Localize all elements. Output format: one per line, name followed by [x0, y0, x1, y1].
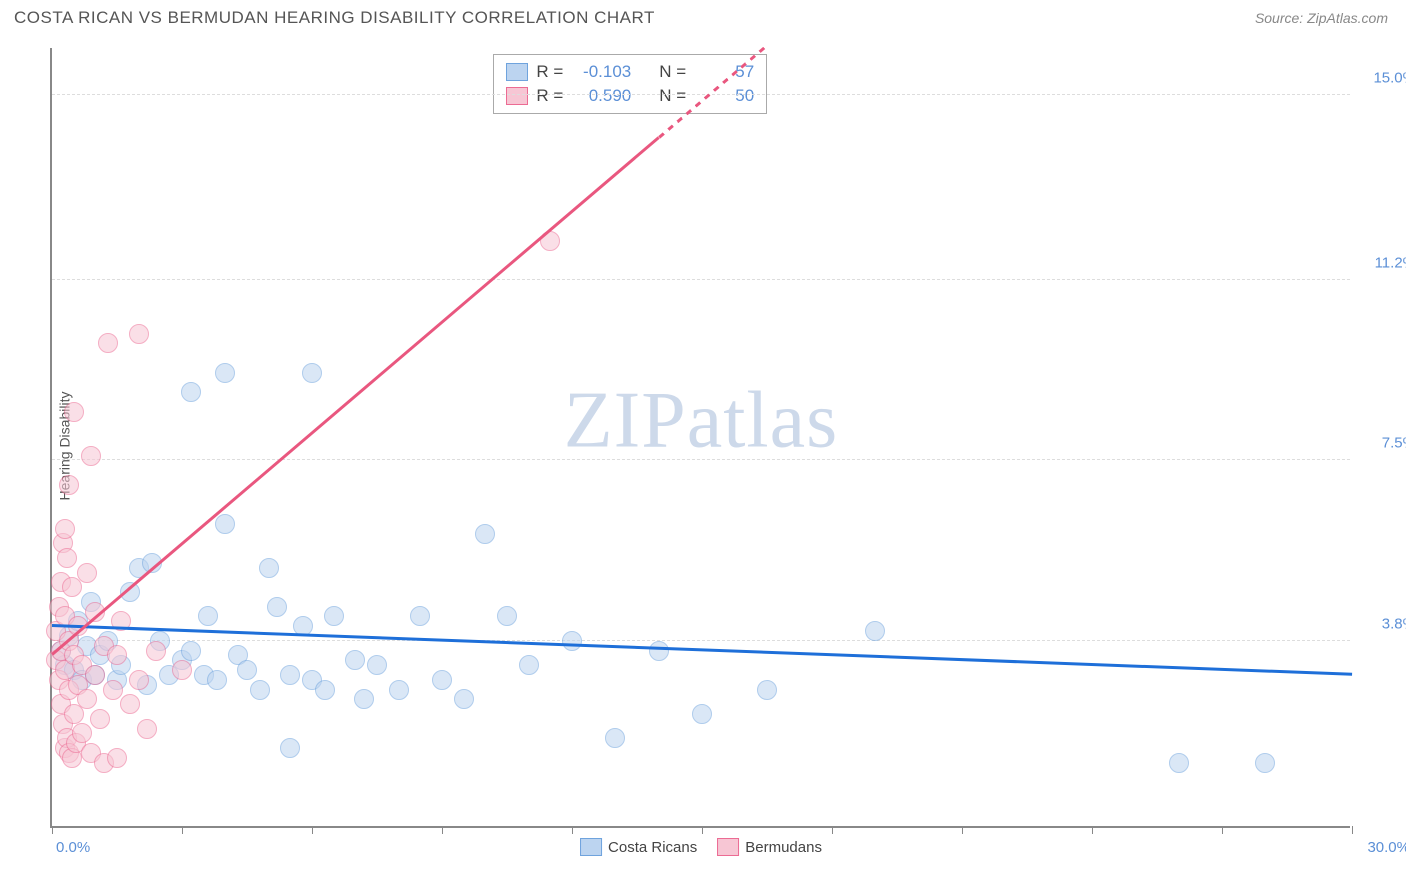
x-tick [702, 826, 703, 834]
scatter-point [137, 719, 157, 739]
scatter-point [64, 402, 84, 422]
scatter-point [72, 723, 92, 743]
scatter-point [77, 563, 97, 583]
scatter-point [215, 363, 235, 383]
scatter-point [280, 738, 300, 758]
legend-item: Bermudans [717, 838, 822, 856]
correlation-legend: R =-0.103N =57R =0.590N =50 [493, 54, 767, 114]
scatter-point [410, 606, 430, 626]
scatter-point [605, 728, 625, 748]
scatter-point [389, 680, 409, 700]
scatter-point [250, 680, 270, 700]
scatter-point [519, 655, 539, 675]
scatter-point [57, 548, 77, 568]
scatter-point [146, 641, 166, 661]
scatter-point [345, 650, 365, 670]
watermark: ZIPatlas [564, 376, 839, 467]
scatter-point [103, 680, 123, 700]
legend-label: Bermudans [745, 839, 822, 856]
scatter-point [354, 689, 374, 709]
x-tick [1092, 826, 1093, 834]
gridline-h [52, 94, 1350, 95]
gridline-h [52, 640, 1350, 641]
scatter-point [107, 645, 127, 665]
scatter-point [172, 660, 192, 680]
scatter-point [267, 597, 287, 617]
source-attribution: Source: ZipAtlas.com [1255, 10, 1388, 26]
scatter-point [129, 670, 149, 690]
x-tick-label: 0.0% [56, 839, 90, 856]
scatter-point [85, 665, 105, 685]
scatter-point [475, 524, 495, 544]
x-tick [572, 826, 573, 834]
scatter-point [237, 660, 257, 680]
y-tick-label: 7.5% [1382, 435, 1406, 452]
scatter-point [120, 694, 140, 714]
scatter-point [181, 641, 201, 661]
gridline-h [52, 279, 1350, 280]
scatter-point [280, 665, 300, 685]
legend-r-value: 0.590 [571, 84, 631, 108]
x-tick [832, 826, 833, 834]
y-tick-label: 11.2% [1375, 255, 1406, 272]
legend-r-label: R = [536, 60, 563, 84]
scatter-point [757, 680, 777, 700]
scatter-point [454, 689, 474, 709]
scatter-point [497, 606, 517, 626]
series-legend: Costa Ricans Bermudans [580, 838, 822, 856]
x-tick [1222, 826, 1223, 834]
scatter-point [98, 333, 118, 353]
legend-n-label: N = [659, 84, 686, 108]
scatter-point [198, 606, 218, 626]
legend-row: R =-0.103N =57 [506, 60, 754, 84]
scatter-point [90, 709, 110, 729]
scatter-point [107, 748, 127, 768]
gridline-h [52, 459, 1350, 460]
trend-line [51, 136, 659, 655]
scatter-point [432, 670, 452, 690]
scatter-point [1255, 753, 1275, 773]
legend-swatch [580, 838, 602, 856]
scatter-point [207, 670, 227, 690]
chart-plot-area: ZIPatlas R =-0.103N =57R =0.590N =50 Cos… [50, 48, 1350, 828]
x-tick [1352, 826, 1353, 834]
scatter-point [649, 641, 669, 661]
scatter-point [367, 655, 387, 675]
x-tick [182, 826, 183, 834]
scatter-point [77, 689, 97, 709]
y-tick-label: 15.0% [1373, 69, 1406, 86]
scatter-point [55, 519, 75, 539]
chart-title: COSTA RICAN VS BERMUDAN HEARING DISABILI… [14, 8, 655, 28]
legend-r-value: -0.103 [571, 60, 631, 84]
legend-swatch [717, 838, 739, 856]
scatter-point [692, 704, 712, 724]
legend-swatch [506, 87, 528, 105]
scatter-point [62, 577, 82, 597]
legend-n-value: 50 [694, 84, 754, 108]
scatter-point [181, 382, 201, 402]
scatter-point [81, 446, 101, 466]
legend-r-label: R = [536, 84, 563, 108]
scatter-point [324, 606, 344, 626]
scatter-point [259, 558, 279, 578]
x-tick-label: 30.0% [1367, 839, 1406, 856]
x-tick [312, 826, 313, 834]
scatter-point [129, 324, 149, 344]
x-tick [52, 826, 53, 834]
scatter-point [1169, 753, 1189, 773]
y-tick-label: 3.8% [1382, 615, 1406, 632]
legend-n-label: N = [659, 60, 686, 84]
legend-label: Costa Ricans [608, 839, 697, 856]
scatter-point [865, 621, 885, 641]
scatter-point [215, 514, 235, 534]
x-tick [962, 826, 963, 834]
scatter-point [562, 631, 582, 651]
scatter-point [302, 363, 322, 383]
scatter-point [59, 475, 79, 495]
scatter-point [315, 680, 335, 700]
legend-swatch [506, 63, 528, 81]
x-tick [442, 826, 443, 834]
legend-item: Costa Ricans [580, 838, 697, 856]
